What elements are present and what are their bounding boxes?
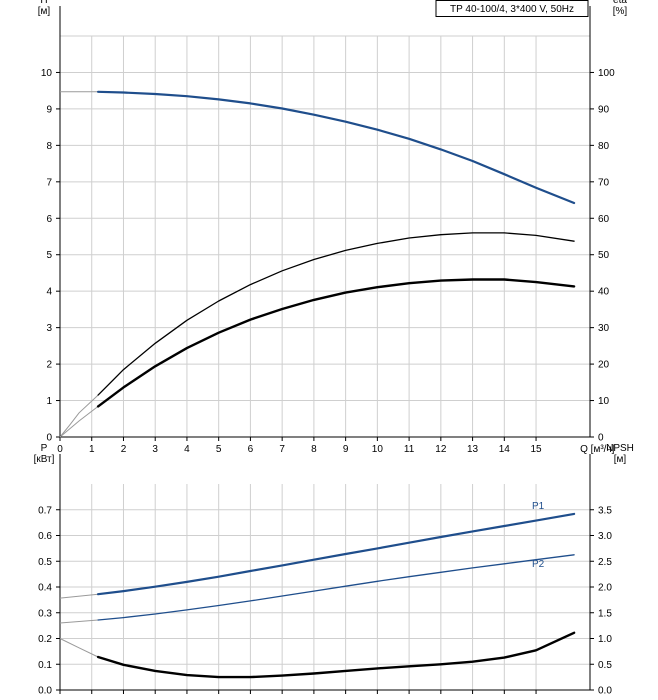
x-tick-label: 15	[530, 444, 542, 455]
left-tick-label: 0.3	[38, 608, 52, 619]
left-tick-label: 0.2	[38, 634, 52, 645]
x-tick-label: 12	[435, 444, 447, 455]
left-tick-label: 5	[46, 250, 52, 261]
series-label-p2: P2	[532, 559, 545, 570]
x-tick-label: 6	[248, 444, 254, 455]
x-tick-label: 7	[279, 444, 285, 455]
left-tick-label: 2	[46, 360, 52, 371]
right-tick-label: 3.5	[598, 505, 612, 516]
x-tick-label: 0	[57, 444, 63, 455]
right-tick-label: 3.0	[598, 531, 612, 542]
model-label-box	[435, 0, 589, 17]
series-line	[96, 278, 576, 408]
x-tick-label: 14	[499, 444, 511, 455]
series-line	[96, 631, 576, 679]
x-tick-label: 9	[343, 444, 349, 455]
left-tick-label: 0	[46, 433, 52, 444]
curve-extension	[59, 619, 99, 624]
series-line	[97, 232, 575, 396]
right-axis-title: NPSH	[606, 443, 634, 454]
left-tick-label: 0.1	[38, 660, 52, 671]
left-tick-label: 10	[41, 68, 53, 79]
x-tick-label: 3	[152, 444, 158, 455]
curve-extension	[59, 406, 99, 438]
left-tick-label: 0.5	[38, 557, 52, 568]
right-axis-unit: [м]	[614, 454, 627, 465]
right-tick-label: 1.0	[598, 634, 612, 645]
left-tick-label: 0.0	[38, 686, 52, 697]
left-tick-label: 3	[46, 323, 52, 334]
right-tick-label: 1.5	[598, 608, 612, 619]
left-axis-title: P	[41, 443, 48, 454]
right-axis-title: eta	[613, 0, 627, 6]
right-tick-label: 0.0	[598, 686, 612, 697]
left-axis-unit: [м]	[38, 6, 51, 17]
series-label-p1: P1	[532, 501, 545, 512]
right-tick-label: 20	[598, 360, 610, 371]
left-tick-label: 6	[46, 214, 52, 225]
series-line	[97, 90, 576, 205]
left-tick-label: 0.6	[38, 531, 52, 542]
left-tick-label: 0.7	[38, 505, 52, 516]
x-tick-label: 1	[89, 444, 95, 455]
x-tick-label: 2	[121, 444, 127, 455]
x-axis-title: Q [м³/ч]	[580, 444, 615, 455]
right-tick-label: 70	[598, 177, 610, 188]
right-tick-label: 90	[598, 104, 610, 115]
x-tick-label: 8	[311, 444, 317, 455]
x-tick-label: 10	[372, 444, 384, 455]
right-tick-label: 0.5	[598, 660, 612, 671]
left-tick-label: 7	[46, 177, 52, 188]
right-tick-label: 30	[598, 323, 610, 334]
left-axis-title: H	[40, 0, 47, 6]
right-tick-label: 50	[598, 250, 610, 261]
left-axis-unit: [кВт]	[34, 454, 55, 465]
series-line	[97, 512, 576, 596]
right-axis-unit: [%]	[613, 6, 628, 17]
curve-extension	[59, 593, 99, 599]
right-tick-label: 60	[598, 214, 610, 225]
right-tick-label: 2.5	[598, 557, 612, 568]
left-tick-label: 9	[46, 104, 52, 115]
right-tick-label: 0	[598, 433, 604, 444]
right-tick-label: 40	[598, 287, 610, 298]
right-tick-label: 2.0	[598, 583, 612, 594]
left-tick-label: 4	[46, 287, 52, 298]
model-label: TP 40-100/4, 3*400 V, 50Hz	[450, 4, 574, 15]
series-line	[97, 554, 575, 621]
right-tick-label: 10	[598, 396, 610, 407]
curve-extension	[59, 394, 99, 438]
right-tick-label: 80	[598, 141, 610, 152]
x-tick-label: 11	[404, 444, 415, 455]
left-tick-label: 8	[46, 141, 52, 152]
left-tick-label: 1	[46, 396, 52, 407]
x-tick-label: 5	[216, 444, 222, 455]
left-tick-label: 0.4	[38, 583, 52, 594]
x-tick-label: 13	[467, 444, 479, 455]
right-tick-label: 100	[598, 68, 615, 79]
x-tick-label: 4	[184, 444, 190, 455]
curve-extension	[59, 638, 99, 658]
